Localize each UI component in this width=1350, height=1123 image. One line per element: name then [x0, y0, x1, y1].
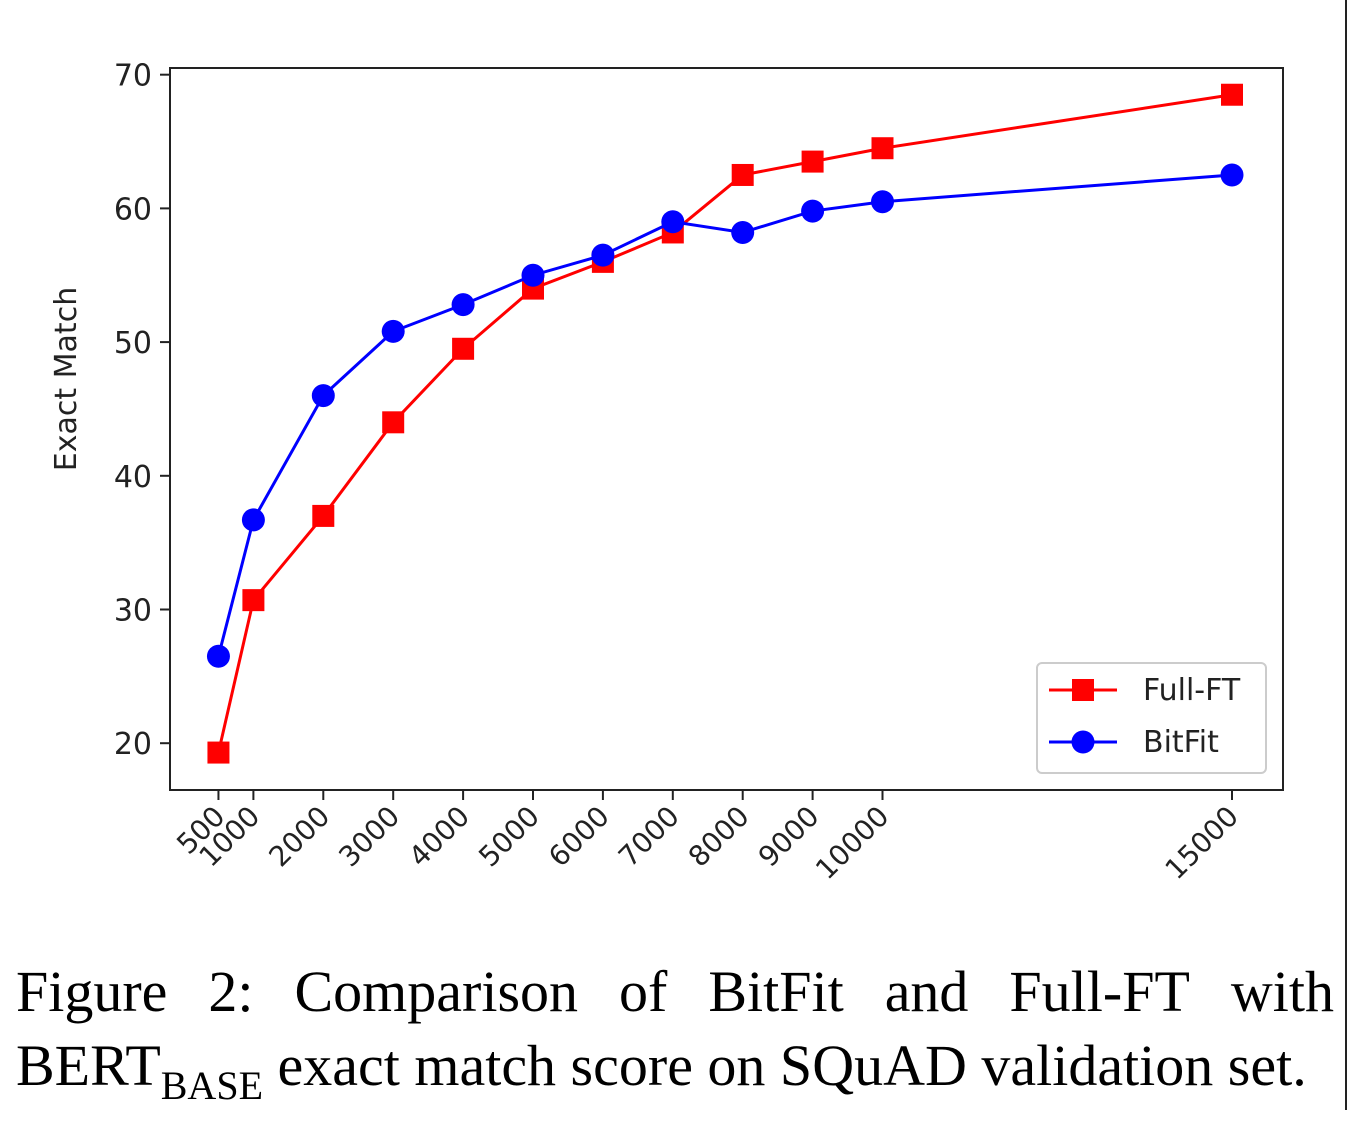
x-tick-label: 2000 [263, 800, 337, 874]
data-point-circle [801, 199, 825, 223]
caption-word: Full-FT [1009, 959, 1190, 1024]
data-point-square [207, 741, 230, 764]
data-point-square [312, 504, 335, 527]
data-point-circle [311, 384, 335, 408]
plot-frame [169, 67, 1284, 791]
y-tick-label: 70 [114, 59, 152, 94]
data-point-circle [521, 263, 545, 287]
caption-rest: exact match score on SQuAD validation se… [263, 1033, 1307, 1098]
figure-caption: Figure 2: Comparison of BitFit and Full-… [16, 955, 1334, 1123]
x-tick-label: 8000 [682, 800, 756, 874]
x-tick-label: 4000 [402, 800, 476, 874]
data-point-square [242, 589, 265, 612]
x-tick-label: 6000 [542, 800, 616, 874]
data-point-circle [661, 210, 685, 234]
x-tick-label: 5000 [472, 800, 546, 874]
caption-model-subscript: BASE [160, 1063, 263, 1108]
series-line-full-ft [216, 93, 1233, 753]
page-edge-rule [1345, 0, 1347, 1110]
legend-marker-circle [1071, 730, 1095, 754]
data-point-circle [206, 644, 230, 668]
series-line-bitfit [216, 173, 1233, 657]
x-tick-label: 7000 [612, 800, 686, 874]
caption-word: with [1230, 959, 1334, 1024]
data-point-square [801, 150, 824, 173]
data-point-square [1221, 83, 1243, 106]
chart: 20 30 40 50 60 70 Exact Match 500 1000 2000 3000 40… [49, 59, 1284, 886]
caption-word: 2: [208, 959, 254, 1024]
caption-word: Comparison [294, 959, 579, 1024]
x-tick-label: 15000 [1159, 800, 1245, 886]
data-point-square [382, 411, 405, 434]
caption-word: of [619, 959, 668, 1024]
data-point-square [731, 163, 754, 186]
x-tick-label: 10000 [809, 800, 895, 886]
caption-word: Figure [16, 959, 168, 1024]
data-point-circle [591, 243, 615, 267]
data-point-circle [871, 190, 894, 214]
legend-label: Full-FT [1143, 673, 1241, 708]
data-point-square [452, 337, 475, 360]
legend-label: BitFit [1143, 725, 1219, 760]
data-point-circle [381, 319, 405, 343]
data-point-circle [451, 293, 475, 317]
y-tick-label: 40 [114, 460, 152, 495]
y-axis-title: Exact Match [49, 287, 84, 471]
data-point-circle [1220, 163, 1244, 187]
data-point-circle [731, 220, 755, 244]
data-point-square [871, 137, 894, 160]
caption-line-1: Figure 2: Comparison of BitFit and Full-… [16, 955, 1334, 1029]
caption-word: and [884, 959, 969, 1024]
y-tick-label: 20 [114, 727, 152, 762]
x-tick-label: 3000 [332, 800, 406, 874]
y-tick-label: 50 [114, 326, 152, 361]
caption-word: BitFit [708, 959, 844, 1024]
legend-marker-square [1072, 679, 1094, 701]
data-point-circle [241, 508, 265, 532]
y-tick-label: 60 [114, 192, 152, 227]
y-tick-label: 30 [114, 594, 152, 629]
caption-line-2: BERTBASE exact match score on SQuAD vali… [16, 1029, 1334, 1123]
caption-model-name: BERT [16, 1033, 161, 1098]
